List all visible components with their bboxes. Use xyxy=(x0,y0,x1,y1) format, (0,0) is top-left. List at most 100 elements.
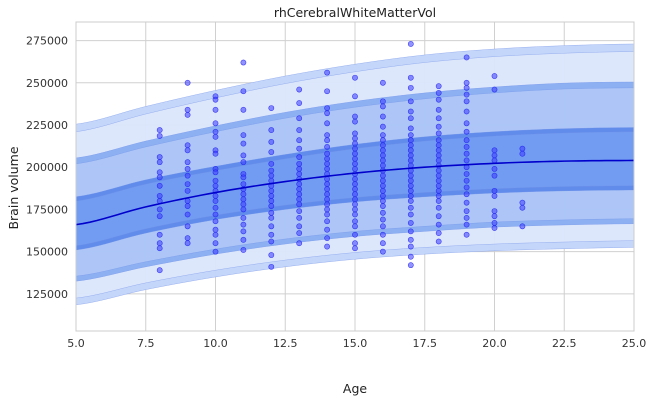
data-point xyxy=(240,106,247,113)
data-point xyxy=(212,240,219,247)
data-point xyxy=(435,230,442,236)
data-point xyxy=(352,165,358,172)
y-tick-label: 150000 xyxy=(26,246,68,259)
data-point xyxy=(240,236,247,243)
data-point xyxy=(463,208,470,215)
data-point xyxy=(156,159,163,166)
data-point xyxy=(296,165,303,172)
data-point xyxy=(435,142,442,149)
median-curve xyxy=(75,159,635,226)
y-tick-label: 175000 xyxy=(26,203,68,216)
data-point xyxy=(268,252,275,258)
data-point xyxy=(296,191,303,198)
data-point xyxy=(324,226,330,233)
x-tick-label: 7.5 xyxy=(137,337,155,350)
data-point xyxy=(240,174,247,181)
data-point xyxy=(352,155,358,162)
data-point xyxy=(491,187,498,194)
data-point xyxy=(435,137,442,144)
data-point xyxy=(268,138,275,145)
data-point xyxy=(324,69,330,76)
data-point xyxy=(240,191,247,198)
data-point xyxy=(240,228,247,235)
data-point xyxy=(324,155,330,162)
data-point xyxy=(435,204,442,211)
data-point xyxy=(268,203,275,209)
data-point xyxy=(463,144,470,150)
data-point xyxy=(324,137,330,144)
data-point xyxy=(352,206,358,213)
data-point xyxy=(212,120,219,127)
data-point xyxy=(240,88,247,95)
data-point xyxy=(268,167,275,174)
data-point xyxy=(491,73,498,79)
data-point xyxy=(379,79,386,86)
data-point xyxy=(324,181,330,187)
data-point xyxy=(156,245,163,252)
data-point xyxy=(379,162,386,169)
x-axis-label: Age xyxy=(343,381,367,396)
data-point xyxy=(435,167,442,174)
data-point xyxy=(212,226,219,233)
data-point xyxy=(352,191,358,198)
chart-title: rhCerebralWhiteMatterVol xyxy=(274,5,436,20)
data-point xyxy=(379,240,386,247)
data-point xyxy=(463,171,470,177)
data-point xyxy=(268,127,275,133)
data-point xyxy=(407,253,414,260)
data-point xyxy=(407,228,414,235)
y-tick-label: 225000 xyxy=(26,119,68,132)
data-point xyxy=(519,223,526,230)
data-point xyxy=(463,221,470,228)
data-point xyxy=(379,142,386,149)
data-point xyxy=(435,187,442,194)
data-point xyxy=(324,160,330,167)
data-point xyxy=(184,147,191,154)
data-point xyxy=(324,243,330,250)
data-point xyxy=(352,113,358,120)
data-point xyxy=(240,196,247,203)
x-tick-label: 10.0 xyxy=(203,337,228,350)
data-point xyxy=(491,165,498,172)
data-point xyxy=(324,196,330,203)
data-point xyxy=(519,145,526,152)
data-point xyxy=(463,214,470,221)
data-point xyxy=(491,172,498,179)
data-point xyxy=(463,150,470,157)
data-point xyxy=(379,182,386,189)
data-point xyxy=(491,147,498,154)
data-point xyxy=(379,248,386,255)
data-point xyxy=(212,231,219,238)
data-point xyxy=(240,214,247,221)
data-point xyxy=(379,147,386,154)
data-point xyxy=(184,79,191,86)
data-point xyxy=(324,186,330,193)
data-point xyxy=(296,137,303,144)
data-point xyxy=(268,209,275,216)
x-tick-label: 22.5 xyxy=(552,337,577,350)
data-point xyxy=(519,199,526,206)
data-point xyxy=(296,145,303,152)
data-point xyxy=(352,145,358,152)
data-point xyxy=(352,74,358,81)
data-point xyxy=(296,160,303,167)
data-point xyxy=(184,111,191,118)
data-point xyxy=(379,113,386,120)
data-point xyxy=(324,88,330,95)
data-point xyxy=(491,193,498,199)
data-point xyxy=(296,181,303,187)
data-point xyxy=(240,206,247,213)
data-point xyxy=(296,230,303,236)
data-point xyxy=(324,132,330,139)
data-point xyxy=(435,198,442,204)
data-point xyxy=(435,115,442,122)
data-point xyxy=(435,130,442,137)
data-point xyxy=(352,186,358,193)
data-point xyxy=(352,140,358,147)
data-point xyxy=(379,193,386,199)
data-point xyxy=(156,267,163,274)
data-point xyxy=(407,262,414,269)
data-point xyxy=(156,182,163,189)
data-point xyxy=(296,186,303,193)
data-point xyxy=(156,231,163,238)
